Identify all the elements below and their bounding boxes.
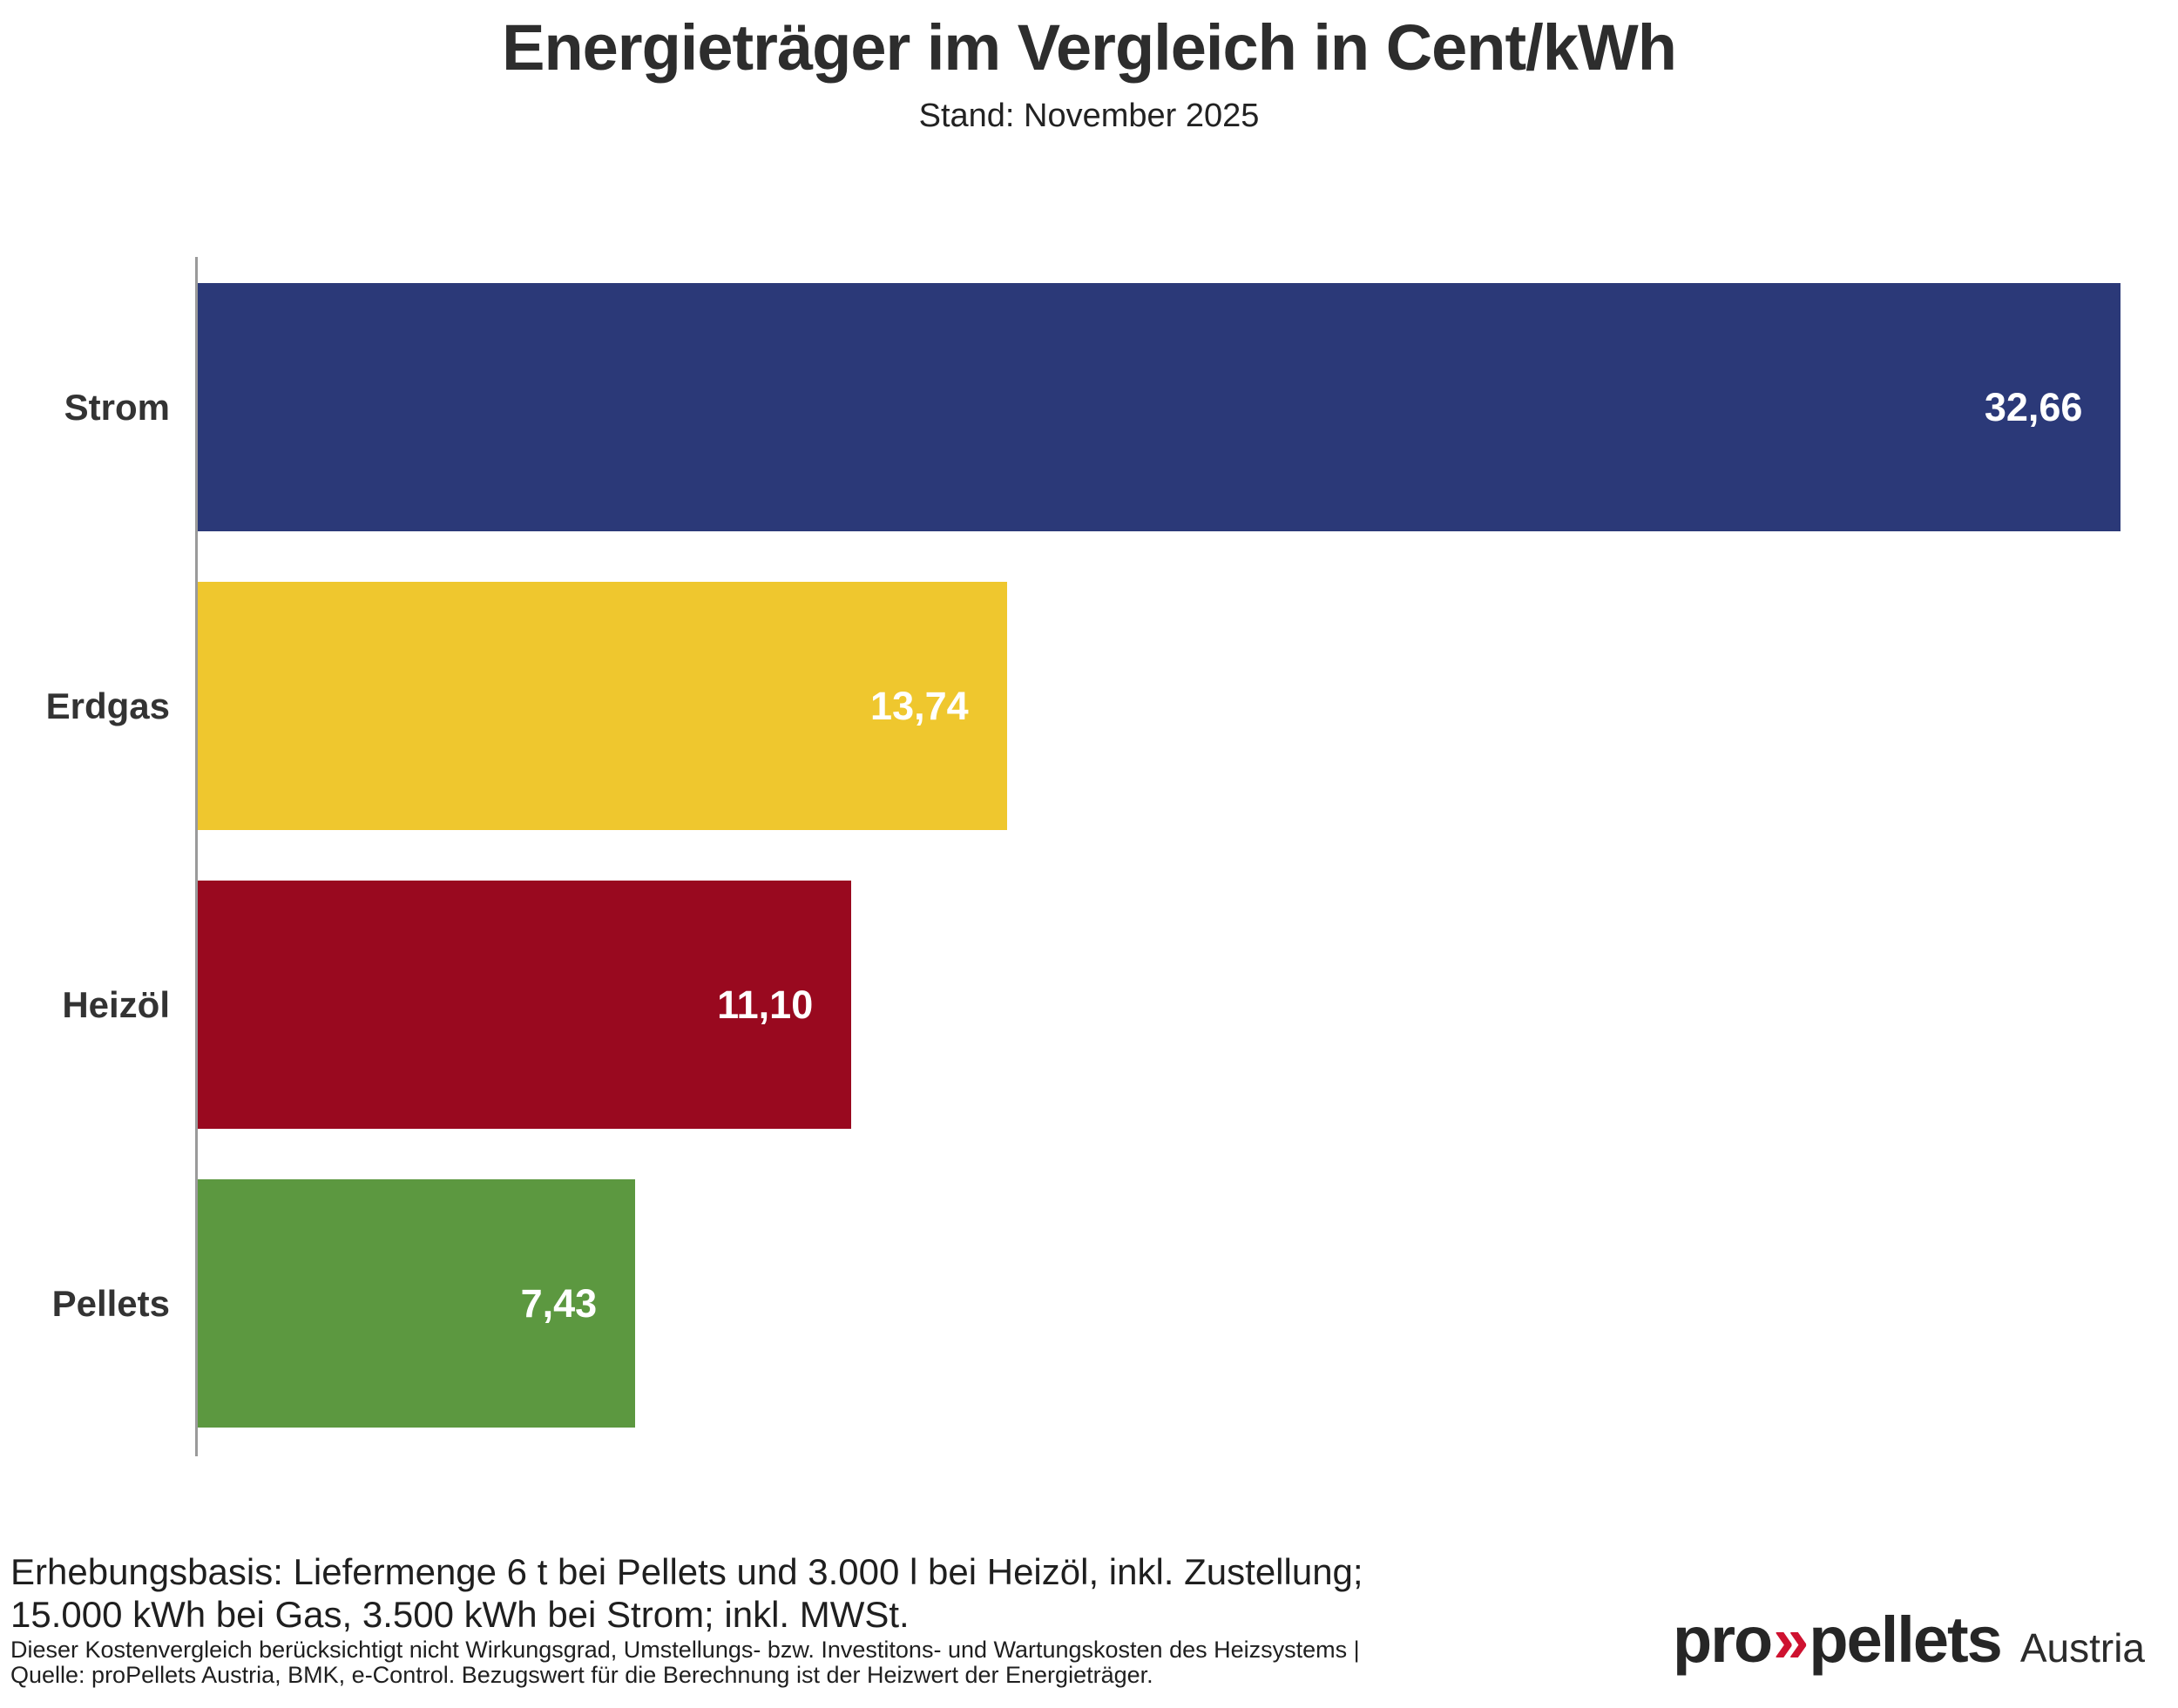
footer-basis-text: Erhebungsbasis: Liefermenge 6 t bei Pell…	[10, 1550, 1363, 1636]
category-label: Erdgas	[45, 685, 170, 726]
chart-row: Pellets 7,43	[52, 1179, 2176, 1428]
chart-row: Erdgas 13,74	[46, 582, 2176, 830]
bar: 7,43	[198, 1179, 636, 1428]
bar-value-label: 13,74	[870, 683, 969, 728]
category-label: Pellets	[51, 1282, 170, 1324]
footer-basis-line2: 15.000 kWh bei Gas, 3.500 kWh bei Strom;…	[10, 1594, 910, 1635]
footer-note-text: Dieser Kostenvergleich berücksichtigt ni…	[10, 1637, 1360, 1688]
bar: 13,74	[198, 582, 1007, 830]
bar-value-label: 7,43	[520, 1280, 598, 1326]
footer-basis-line1: Erhebungsbasis: Liefermenge 6 t bei Pell…	[10, 1551, 1363, 1592]
bar-value-label: 11,10	[717, 982, 814, 1027]
bar: 11,10	[198, 881, 852, 1129]
bar-value-label: 32,66	[1984, 384, 2083, 429]
category-label: Strom	[64, 386, 170, 428]
category-label: Heizöl	[62, 983, 170, 1025]
chart-title: Energieträger im Vergleich in Cent/kWh	[502, 11, 1677, 84]
double-chevron-icon: »	[1773, 1603, 1809, 1676]
bar: 32,66	[198, 283, 2121, 531]
logo-austria-text: Austria	[2019, 1625, 2145, 1671]
chart-subtitle: Stand: November 2025	[918, 98, 1260, 134]
logo-pellets-text: pellets	[1809, 1603, 2002, 1676]
logo-pro-text: pro	[1673, 1603, 1773, 1676]
footer-note-line1: Dieser Kostenvergleich berücksichtigt ni…	[10, 1637, 1360, 1663]
chart-row: Strom 32,66	[64, 283, 2176, 531]
footer-note-line2: Quelle: proPellets Austria, BMK, e-Contr…	[10, 1662, 1153, 1688]
propellets-austria-logo: pro » pellets Austria	[1673, 1608, 2145, 1672]
bar-chart: Strom 32,66 Erdgas 13,74 Heizöl 11,10 Pe…	[46, 257, 2176, 1456]
chart-row: Heizöl 11,10	[62, 881, 2176, 1129]
